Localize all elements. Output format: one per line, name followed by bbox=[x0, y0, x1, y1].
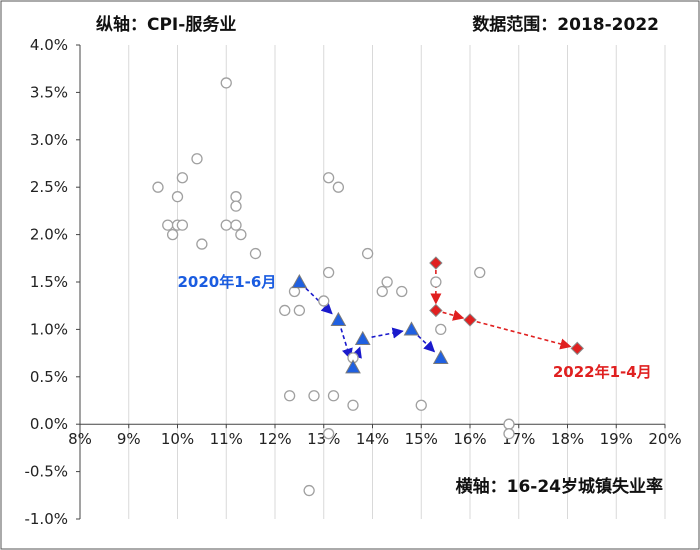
scatter-point bbox=[191, 153, 203, 165]
scatter-point bbox=[303, 484, 315, 497]
data-points bbox=[152, 77, 584, 497]
y-tick-label: 4.0% bbox=[30, 36, 68, 54]
x-tick-label: 19% bbox=[600, 430, 633, 448]
scatter-point bbox=[220, 77, 232, 89]
diamond-point bbox=[463, 313, 477, 327]
annotation-label: 2022年1-4月 bbox=[553, 363, 652, 381]
scatter-point bbox=[332, 181, 345, 193]
scatter-point bbox=[162, 219, 174, 231]
x-tick-label: 20% bbox=[648, 430, 681, 448]
scatter-point bbox=[396, 285, 408, 298]
x-tick-label: 8% bbox=[68, 430, 92, 448]
triangle-point bbox=[291, 273, 308, 289]
arrow-2022 bbox=[442, 309, 465, 321]
triangle-point bbox=[354, 330, 371, 345]
scatter-point bbox=[503, 428, 515, 440]
x-tick-label: 14% bbox=[356, 430, 389, 448]
axes bbox=[76, 44, 666, 520]
scatter-point bbox=[176, 172, 189, 184]
x-tick-label: 18% bbox=[551, 430, 584, 448]
annotations: 2020年1-6月 2022年1-4月 bbox=[178, 273, 652, 381]
scatter-point bbox=[230, 200, 242, 212]
y-tick-label: 3.5% bbox=[30, 83, 68, 101]
scatter-point bbox=[361, 247, 374, 260]
x-tick-label: 15% bbox=[405, 430, 438, 448]
x-tick-label: 11% bbox=[210, 430, 243, 448]
scatter-point bbox=[152, 181, 164, 193]
y-tick-label: 0.5% bbox=[30, 368, 68, 386]
y-tick-label: -0.5% bbox=[24, 463, 68, 481]
scatter-point bbox=[235, 228, 247, 241]
scatter-point bbox=[430, 276, 442, 288]
annotation-label: 2020年1-6月 bbox=[178, 273, 277, 291]
scatter-point bbox=[347, 399, 359, 411]
scatter-point bbox=[230, 191, 242, 203]
y-tick-label: 0.0% bbox=[30, 415, 68, 433]
scatter-point bbox=[318, 295, 330, 307]
arrow-2020 bbox=[340, 328, 353, 360]
y-tick-label: 2.5% bbox=[30, 178, 68, 196]
scatter-point bbox=[308, 390, 320, 402]
scatter-point bbox=[249, 247, 262, 260]
x-axis-note: 横轴：16-24岁城镇失业率 bbox=[456, 476, 663, 497]
scatter-point bbox=[220, 219, 232, 231]
triangle-point bbox=[432, 349, 449, 364]
scatter-point bbox=[327, 390, 340, 402]
y-tick-label: 1.5% bbox=[30, 273, 68, 291]
y-tick-label: -1.0% bbox=[24, 510, 68, 528]
scatter-point bbox=[415, 399, 427, 411]
x-tick-label: 10% bbox=[161, 430, 194, 448]
y-axis-note: 纵轴：CPI-服务业 bbox=[96, 14, 236, 35]
scatter-point bbox=[166, 228, 179, 241]
arrow-2020 bbox=[417, 335, 436, 353]
scatter-point bbox=[474, 266, 486, 279]
scatter-point bbox=[376, 285, 388, 298]
arrow-2022 bbox=[476, 320, 572, 350]
grid bbox=[128, 45, 666, 519]
y-tick-label: 1.0% bbox=[30, 320, 68, 338]
scatter-point bbox=[283, 390, 296, 402]
y-tick-label: 3.0% bbox=[30, 131, 68, 149]
scatter-point bbox=[196, 238, 208, 250]
y-tick-label: 2.0% bbox=[30, 226, 68, 244]
diamond-point bbox=[429, 256, 443, 270]
range-note: 数据范围：2018-2022 bbox=[472, 14, 659, 35]
scatter-point bbox=[322, 172, 335, 184]
x-tick-label: 16% bbox=[453, 430, 486, 448]
diamond-point bbox=[429, 303, 443, 318]
scatter-point bbox=[171, 191, 184, 203]
arrow-2020 bbox=[305, 287, 333, 315]
scatter-point bbox=[322, 266, 335, 279]
scatter-point bbox=[176, 219, 189, 231]
scatter-point bbox=[279, 304, 291, 317]
scatter-point bbox=[322, 428, 335, 440]
scatter-point bbox=[381, 276, 393, 288]
x-tick-label: 12% bbox=[258, 430, 291, 448]
diamond-point bbox=[570, 341, 584, 356]
triangle-point bbox=[403, 321, 420, 336]
triangle-point bbox=[330, 311, 347, 327]
scatter-point bbox=[230, 219, 242, 231]
scatter-point bbox=[293, 304, 306, 317]
tick-labels: 8% 9% 10% 11% 12% 13% 14% 15% 16% 17% 18% 19% 20%-1.… bbox=[24, 36, 681, 528]
x-tick-label: 9% bbox=[117, 430, 141, 448]
arrow-2020 bbox=[371, 327, 404, 339]
scatter-point bbox=[503, 418, 515, 430]
scatter-point bbox=[435, 323, 447, 336]
triangle-point bbox=[345, 359, 361, 374]
